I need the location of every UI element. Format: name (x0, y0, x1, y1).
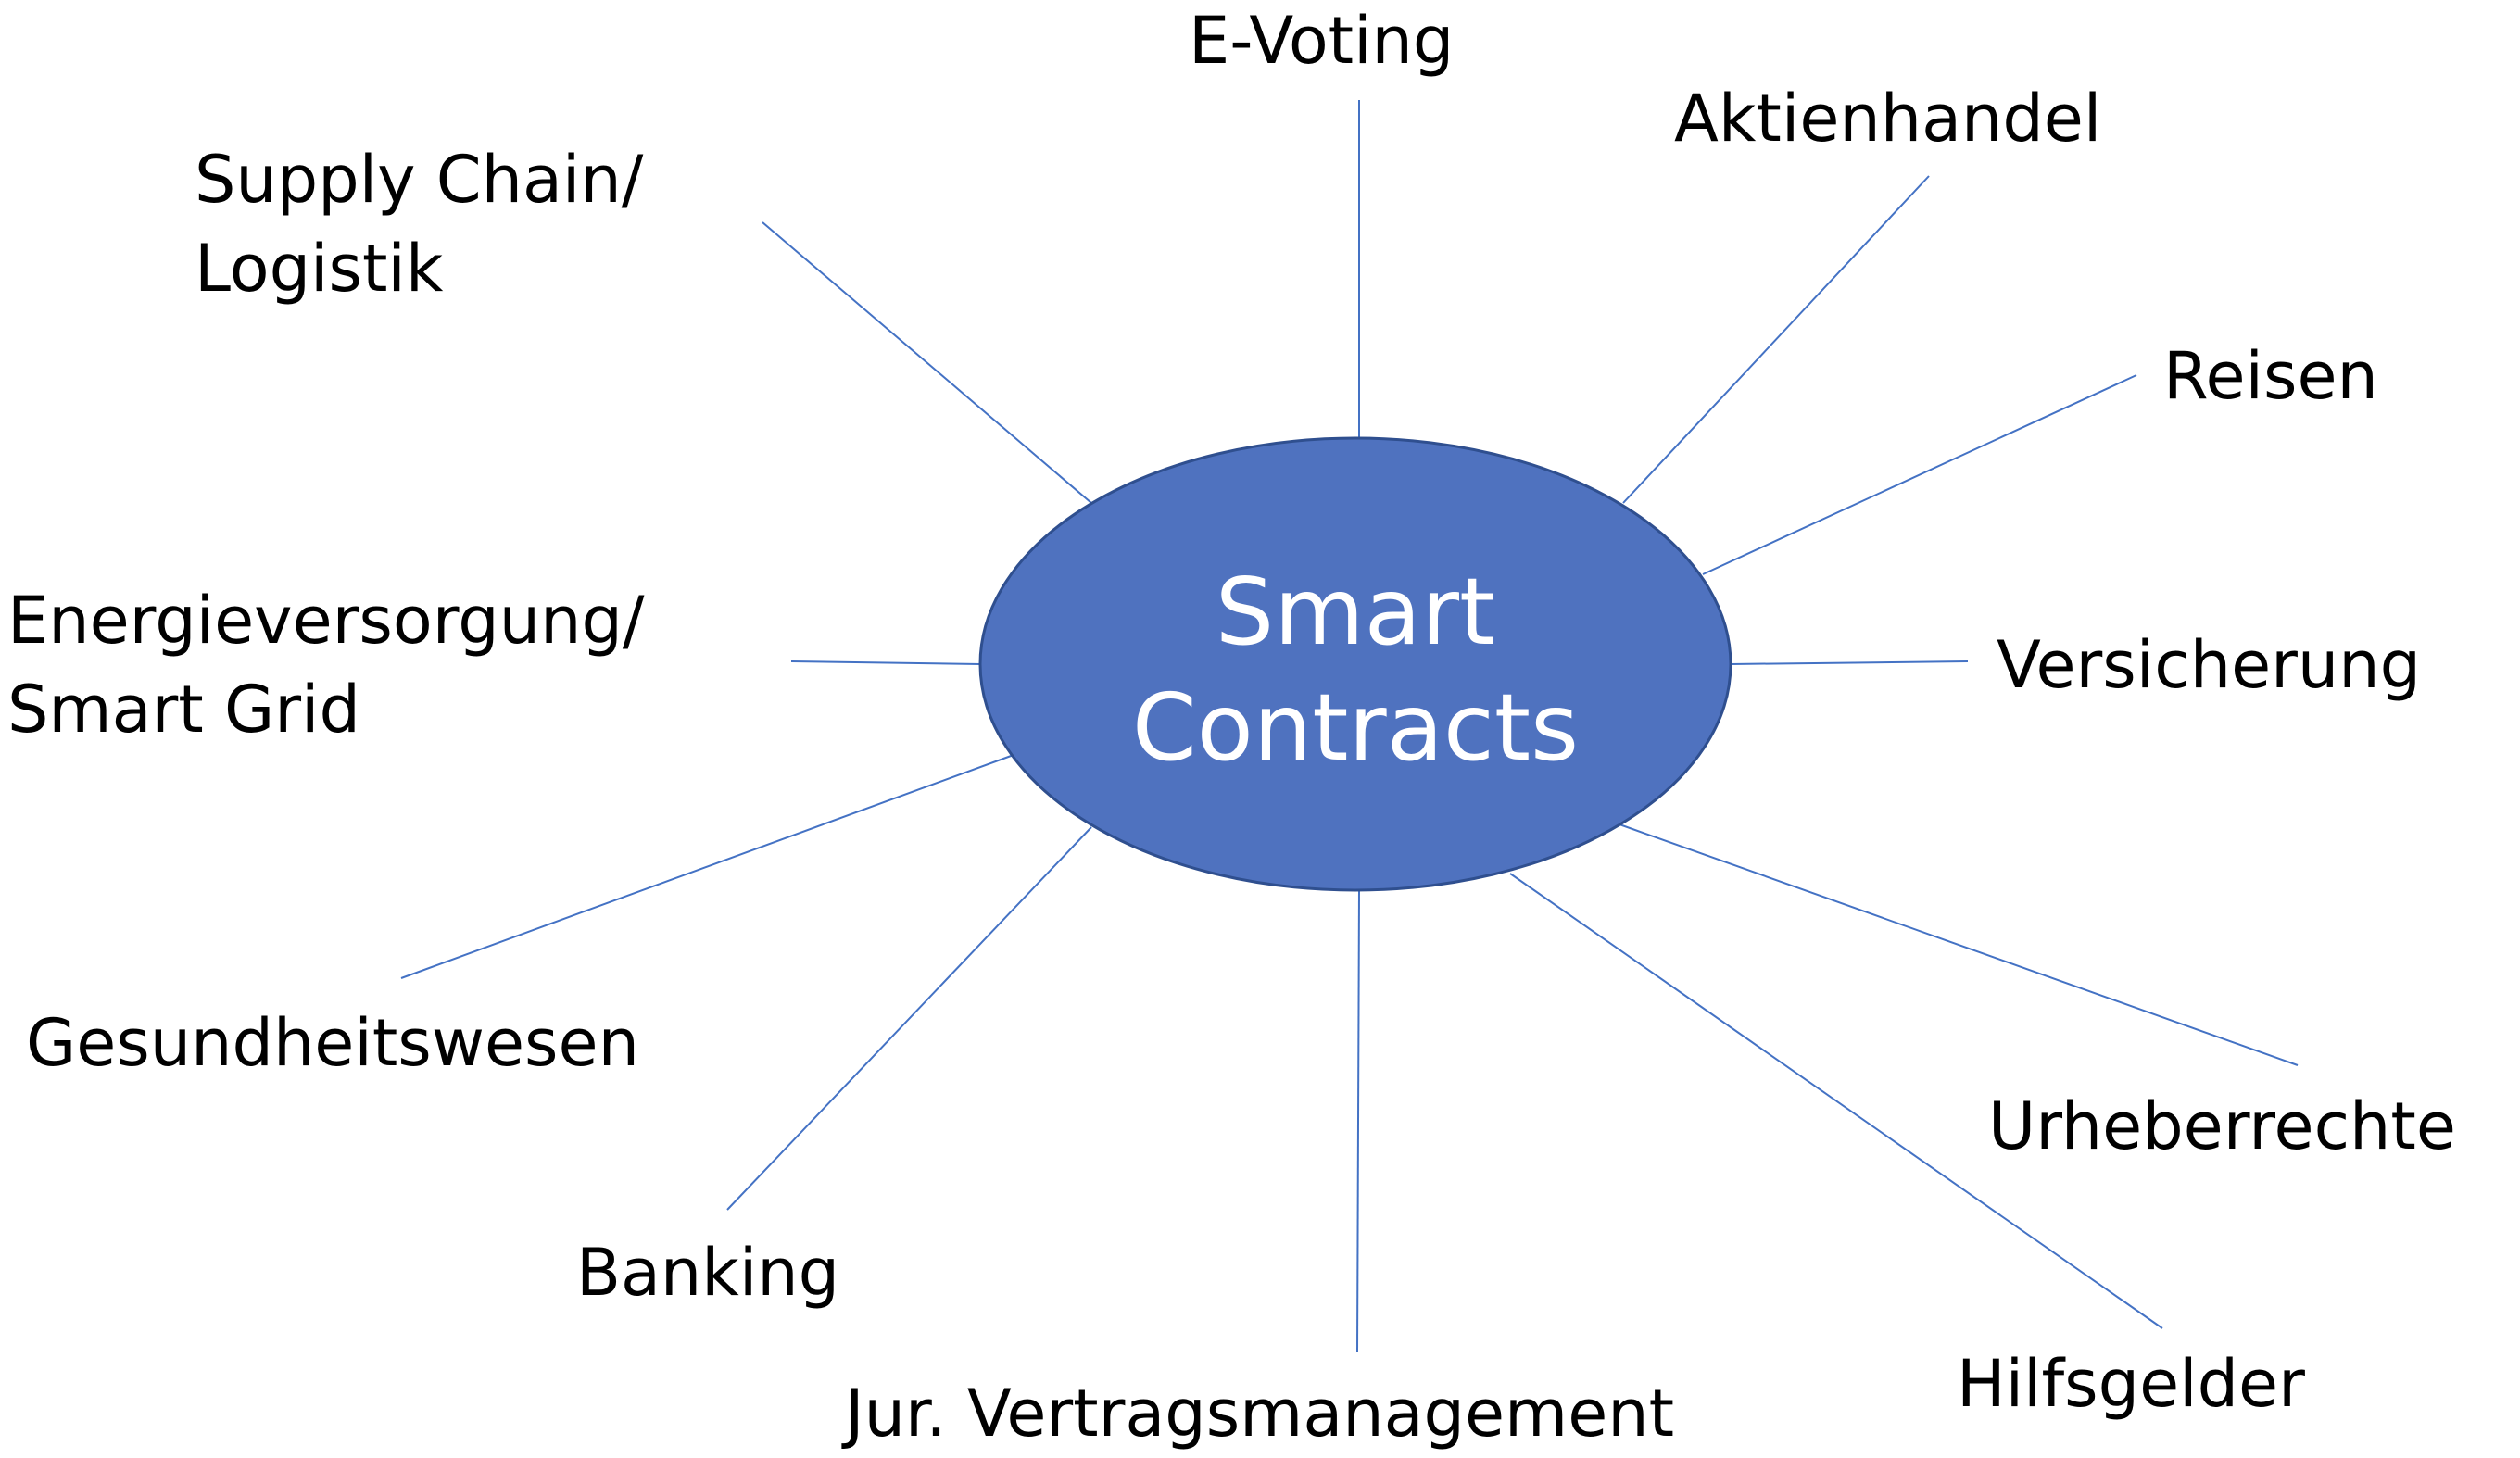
hub-ellipse (978, 436, 1732, 892)
spokes (400, 100, 2299, 1353)
hub-title-line2: Contracts (1132, 673, 1579, 782)
spoke-supply-chain (762, 221, 1092, 504)
topic-labels: E-Voting Aktienhandel Reisen Versicherun… (7, 3, 2456, 1452)
spoke-hilfsgelder (1509, 873, 2163, 1329)
spoke-versicherung (1730, 660, 1969, 665)
spoke-urheberrechte (1619, 823, 2299, 1066)
hub: Smart Contracts (978, 436, 1732, 892)
spoke-energieversorgung (790, 660, 981, 665)
label-supply-chain-line1: Supply Chain/ (195, 142, 644, 218)
label-banking: Banking (576, 1235, 839, 1311)
label-urheberrechte: Urheberrechte (1988, 1088, 2456, 1164)
spoke-reisen (1702, 374, 2137, 575)
label-vertragsmanagement: Jur. Vertragsmanagement (841, 1376, 1674, 1452)
label-hilfsgelder: Hilfsgelder (1957, 1346, 2305, 1422)
spoke-banking (726, 826, 1092, 1211)
label-gesundheitswesen: Gesundheitswesen (26, 1005, 639, 1081)
label-energieversorgung-line1: Energieversorgung/ (7, 583, 645, 659)
label-evoting: E-Voting (1189, 3, 1454, 79)
spoke-vertragsmanagement (1356, 890, 1360, 1353)
label-aktienhandel: Aktienhandel (1674, 81, 2101, 157)
spoke-aktienhandel (1622, 175, 1930, 504)
label-energieversorgung-line2: Smart Grid (7, 672, 360, 748)
label-supply-chain-line2: Logistik (195, 231, 444, 307)
label-reisen: Reisen (2163, 338, 2378, 414)
hub-title-line1: Smart (1216, 558, 1496, 666)
label-versicherung: Versicherung (1997, 627, 2421, 703)
spoke-gesundheitswesen (400, 754, 1014, 979)
